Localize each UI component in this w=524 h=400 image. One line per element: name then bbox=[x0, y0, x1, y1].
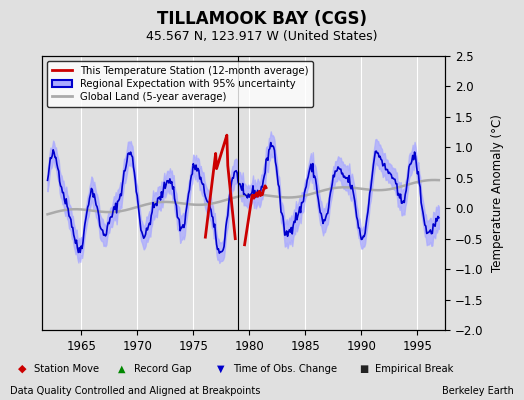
Text: Station Move: Station Move bbox=[34, 364, 99, 374]
Text: 45.567 N, 123.917 W (United States): 45.567 N, 123.917 W (United States) bbox=[146, 30, 378, 43]
Text: Record Gap: Record Gap bbox=[134, 364, 191, 374]
Text: ▼: ▼ bbox=[217, 364, 225, 374]
Text: TILLAMOOK BAY (CGS): TILLAMOOK BAY (CGS) bbox=[157, 10, 367, 28]
Text: Berkeley Earth: Berkeley Earth bbox=[442, 386, 514, 396]
Text: Time of Obs. Change: Time of Obs. Change bbox=[233, 364, 337, 374]
Text: Data Quality Controlled and Aligned at Breakpoints: Data Quality Controlled and Aligned at B… bbox=[10, 386, 261, 396]
Text: ◆: ◆ bbox=[18, 364, 27, 374]
Y-axis label: Temperature Anomaly (°C): Temperature Anomaly (°C) bbox=[490, 114, 504, 272]
Text: Empirical Break: Empirical Break bbox=[375, 364, 453, 374]
Legend: This Temperature Station (12-month average), Regional Expectation with 95% uncer: This Temperature Station (12-month avera… bbox=[47, 61, 313, 107]
Text: ■: ■ bbox=[359, 364, 368, 374]
Text: ▲: ▲ bbox=[118, 364, 125, 374]
